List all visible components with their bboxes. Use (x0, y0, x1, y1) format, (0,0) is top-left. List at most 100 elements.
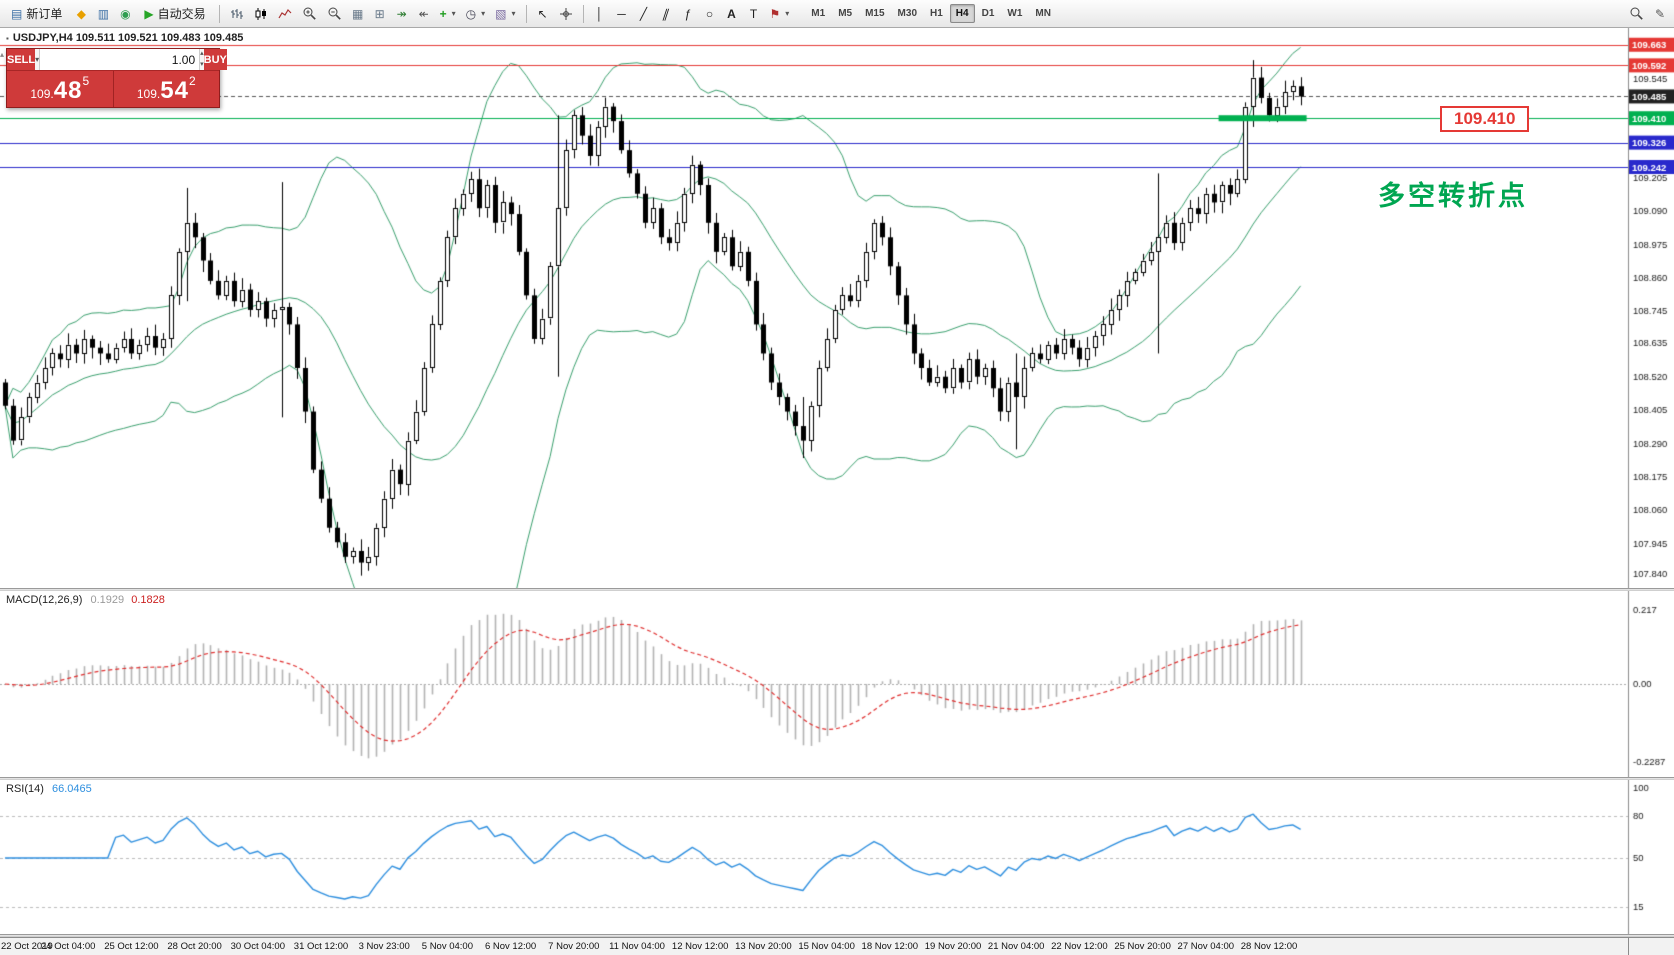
chevron-down-icon: ▾ (481, 9, 486, 18)
price-callout-label[interactable]: 109.410 (1440, 106, 1530, 132)
line-chart-icon (278, 8, 292, 18)
time-label: 22 Oct 2019 (1, 941, 53, 952)
channel-tool[interactable]: ∥ (656, 3, 676, 25)
shapes-tool[interactable]: ○ (700, 3, 720, 25)
zoom-out-button[interactable] (323, 3, 346, 25)
channel-icon: ∥ (660, 6, 671, 21)
main-chart-panel: ▪ USDJPY,H4 109.511 109.521 109.483 109.… (0, 28, 1674, 588)
timeframe-h1[interactable]: H1 (930, 8, 943, 19)
sell-price-big: 48 (53, 77, 83, 104)
alerts-button[interactable]: ◉ (115, 3, 135, 25)
toolbar-separator (582, 4, 584, 23)
macd-value-signal: 0.1828 (131, 594, 165, 606)
time-label: 7 Nov 20:00 (548, 941, 600, 952)
crosshair-button[interactable] (555, 3, 577, 25)
time-label: 22 Nov 12:00 (1051, 941, 1108, 952)
market-watch-button[interactable]: ▥ (93, 3, 113, 25)
macd-canvas[interactable] (0, 591, 1674, 777)
buy-price-prefix: 109. (136, 87, 161, 101)
toolbar: ▤ 新订单 ◆ ▥ ◉ ▶ 自动交易 ▦ ⊞ ↠ ↞ + ▾ (0, 0, 1674, 28)
sell-price-button[interactable]: 109. 48 5 (7, 71, 113, 107)
macd-label: MACD(12,26,9) 0.1929 0.1828 (6, 594, 165, 606)
rsi-canvas[interactable] (0, 780, 1674, 934)
alerts-icon: ◉ (120, 6, 131, 21)
line-chart-button[interactable] (274, 3, 296, 25)
metaeditor-button[interactable]: ◆ (71, 3, 91, 25)
chart-shift-button[interactable]: ↞ (414, 3, 434, 25)
macd-panel: MACD(12,26,9) 0.1929 0.1828 (0, 591, 1674, 777)
time-label: 11 Nov 04:00 (609, 941, 665, 952)
trendline-tool[interactable]: ╱ (634, 3, 654, 25)
label-tool[interactable]: T (744, 3, 764, 25)
lot-dropdown-button[interactable]: ▾ (35, 49, 41, 70)
candlestick-chart-icon (255, 7, 266, 20)
timeframe-mn[interactable]: MN (1035, 8, 1051, 19)
market-watch-icon: ▥ (97, 6, 110, 21)
grid-icon: ▦ (351, 6, 364, 21)
text-tool-icon: A (727, 6, 736, 21)
chevron-down-icon: ▾ (451, 9, 456, 18)
label-tool-icon: T (749, 6, 758, 21)
time-label: 5 Nov 04:00 (421, 941, 474, 952)
buy-price-button[interactable]: 109. 54 2 (114, 71, 220, 107)
time-label: 28 Nov 12:00 (1240, 941, 1298, 952)
timeframe-m1[interactable]: M1 (811, 8, 826, 19)
toolbar-separator (218, 4, 220, 23)
timeframe-w1[interactable]: W1 (1007, 8, 1023, 19)
rsi-label: RSI(14) 66.0465 (6, 783, 92, 795)
toolbar-right-group: ✎ (1625, 3, 1670, 25)
timeframe-m5[interactable]: M5 (838, 8, 853, 19)
timeframe-m30[interactable]: M30 (897, 8, 917, 19)
cursor-button[interactable]: ↖ (533, 3, 553, 25)
time-label: 25 Nov 20:00 (1114, 941, 1171, 952)
horizontal-line-tool[interactable]: ─ (612, 3, 632, 25)
rsi-value: 66.0465 (51, 783, 92, 795)
indicators-button[interactable]: + ▾ (436, 3, 460, 25)
search-icon (1630, 7, 1643, 20)
text-tool[interactable]: A (722, 3, 742, 25)
fibonacci-tool[interactable]: ƒ (678, 3, 698, 25)
grid-toggle-button[interactable]: ▦ (348, 3, 368, 25)
panel-divider[interactable] (0, 588, 1674, 591)
trade-panel-divider (112, 71, 114, 107)
zoom-in-button[interactable] (298, 3, 321, 25)
periods-button[interactable]: ◷ ▾ (462, 3, 490, 25)
arrows-tool[interactable]: ⚑ ▾ (766, 3, 794, 25)
sell-button[interactable]: SELL (7, 49, 36, 70)
spinner-down-icon[interactable]: ▾ (200, 60, 204, 68)
panel-divider[interactable] (0, 777, 1674, 780)
shapes-icon: ○ (705, 6, 714, 21)
lot-spinner[interactable]: ▴ ▾ (199, 49, 204, 70)
trade-panel-collapse-button[interactable]: ▴ (0, 50, 5, 59)
time-label: 19 Nov 20:00 (924, 941, 982, 952)
auto-trading-button[interactable]: ▶ 自动交易 (137, 3, 212, 25)
time-label: 21 Nov 04:00 (987, 941, 1045, 952)
candlestick-chart-button[interactable] (250, 3, 272, 25)
timeframe-d1[interactable]: D1 (981, 8, 995, 19)
indicators-plus-icon: + (439, 6, 447, 21)
timeframe-m15[interactable]: M15 (865, 8, 885, 19)
rsi-name: RSI(14) (6, 783, 44, 795)
panel-divider[interactable] (0, 934, 1674, 937)
time-label: 31 Oct 12:00 (293, 941, 349, 952)
tile-windows-button[interactable]: ⊞ (370, 3, 390, 25)
symbol-search-button[interactable] (1625, 3, 1648, 25)
vertical-line-tool[interactable]: │ (590, 3, 610, 25)
main-chart-canvas[interactable] (0, 28, 1674, 588)
new-order-button[interactable]: ▤ 新订单 (4, 3, 69, 25)
templates-button[interactable]: ▧ ▾ (491, 3, 519, 25)
timeframe-h4[interactable]: H4 (949, 4, 975, 23)
play-icon: ▶ (144, 6, 154, 21)
turning-point-annotation[interactable]: 多空转折点 (1378, 181, 1528, 211)
bar-chart-button[interactable] (226, 3, 248, 25)
horizontal-line-icon: ─ (617, 6, 626, 21)
spinner-up-icon[interactable]: ▴ (200, 50, 204, 57)
buy-button[interactable]: BUY (203, 49, 227, 70)
chevron-down-icon: ▾ (511, 9, 516, 18)
time-axis[interactable]: 22 Oct 2019 24 Oct 04:00 25 Oct 12:00 28 Oc… (0, 937, 1674, 955)
sell-price-pip: 5 (82, 74, 90, 88)
auto-scroll-button[interactable]: ↠ (392, 3, 412, 25)
quick-edit-button[interactable]: ✎ (1650, 3, 1670, 25)
zoom-out-icon (328, 7, 341, 20)
lot-size-input[interactable] (40, 49, 200, 70)
